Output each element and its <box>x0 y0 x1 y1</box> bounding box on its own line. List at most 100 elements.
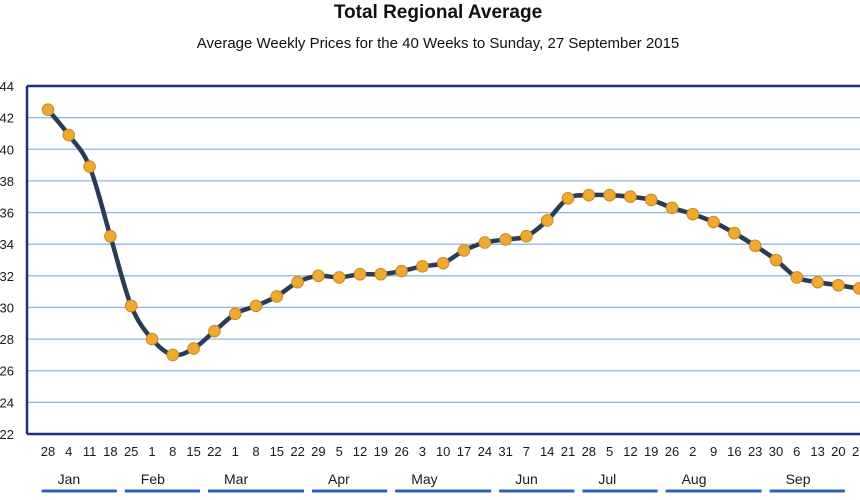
data-point-0 <box>41 103 55 117</box>
x-tick-label-27: 5 <box>606 444 613 459</box>
data-point-20 <box>457 244 471 257</box>
x-tick-label-29: 19 <box>644 444 658 459</box>
y-tick-label-44: 44 <box>0 79 14 94</box>
data-point-8 <box>208 324 221 338</box>
y-tick-label-40: 40 <box>0 142 14 157</box>
data-point-39 <box>852 282 860 295</box>
y-tick-label-24: 24 <box>0 395 14 410</box>
data-point-30 <box>665 201 679 215</box>
x-tick-label-33: 16 <box>727 444 741 459</box>
x-tick-label-30: 26 <box>665 444 679 459</box>
data-point-7 <box>187 342 200 355</box>
month-label-jul: Jul <box>598 471 616 487</box>
y-tick-label-32: 32 <box>0 269 14 284</box>
y-tick-label-36: 36 <box>0 206 14 221</box>
data-point-5 <box>145 332 159 346</box>
y-tick-label-34: 34 <box>0 237 14 252</box>
x-tick-label-24: 14 <box>540 444 554 459</box>
data-point-35 <box>769 253 783 267</box>
x-tick-label-11: 15 <box>270 444 284 459</box>
x-tick-label-7: 15 <box>186 444 200 459</box>
y-tick-label-28: 28 <box>0 332 14 347</box>
data-point-21 <box>478 236 492 249</box>
x-tick-label-32: 9 <box>710 444 717 459</box>
x-tick-label-31: 2 <box>689 444 696 459</box>
data-point-31 <box>686 207 700 221</box>
x-tick-label-26: 28 <box>582 444 596 459</box>
x-tick-label-8: 22 <box>207 444 221 459</box>
data-point-37 <box>811 275 824 289</box>
x-tick-label-37: 13 <box>810 444 824 459</box>
month-label-apr: Apr <box>328 471 350 487</box>
x-tick-label-13: 29 <box>311 444 325 459</box>
data-point-2 <box>83 160 96 173</box>
x-tick-label-22: 31 <box>498 444 512 459</box>
x-tick-label-3: 18 <box>103 444 117 459</box>
data-point-34 <box>748 239 762 253</box>
data-point-14 <box>332 271 346 284</box>
x-tick-label-39: 27 <box>852 444 860 459</box>
data-point-3 <box>104 229 117 243</box>
data-point-18 <box>416 260 429 273</box>
x-tick-label-14: 5 <box>336 444 343 459</box>
x-tick-label-1: 4 <box>65 444 72 459</box>
y-tick-label-26: 26 <box>0 364 14 379</box>
x-tick-label-2: 11 <box>83 444 97 459</box>
data-point-13 <box>312 269 325 283</box>
y-tick-label-30: 30 <box>0 300 14 315</box>
data-point-23 <box>520 229 533 243</box>
x-tick-label-9: 1 <box>232 444 239 459</box>
month-label-may: May <box>411 471 437 487</box>
x-tick-label-4: 25 <box>124 444 138 459</box>
month-label-sep: Sep <box>786 471 811 487</box>
data-point-12 <box>291 275 304 289</box>
chart-title: Total Regional Average <box>333 2 543 23</box>
month-label-mar: Mar <box>224 471 248 487</box>
data-point-26 <box>582 188 596 202</box>
x-tick-label-19: 10 <box>436 444 450 459</box>
data-point-27 <box>603 188 616 202</box>
y-tick-label-22: 22 <box>0 427 14 442</box>
x-tick-label-12: 22 <box>290 444 304 459</box>
data-point-4 <box>124 299 138 313</box>
x-tick-label-34: 23 <box>748 444 762 459</box>
x-tick-label-18: 3 <box>419 444 426 459</box>
x-tick-label-28: 12 <box>623 444 637 459</box>
month-label-jan: Jan <box>58 471 81 487</box>
data-point-1 <box>62 128 76 142</box>
data-point-24 <box>540 214 554 227</box>
x-tick-label-10: 8 <box>252 444 259 459</box>
x-tick-label-36: 6 <box>793 444 800 459</box>
x-tick-label-20: 17 <box>457 444 471 459</box>
data-point-29 <box>644 193 658 207</box>
data-point-28 <box>624 190 637 204</box>
data-point-15 <box>353 267 367 281</box>
x-tick-label-6: 8 <box>169 444 176 459</box>
y-tick-label-38: 38 <box>0 174 14 189</box>
data-point-33 <box>728 226 741 240</box>
x-tick-label-25: 21 <box>561 444 575 459</box>
data-point-17 <box>395 264 408 278</box>
chart-subtitle: Average Weekly Prices for the 40 Weeks t… <box>196 35 680 52</box>
x-tick-label-21: 24 <box>478 444 492 459</box>
month-label-aug: Aug <box>682 471 707 487</box>
data-point-36 <box>790 271 804 284</box>
x-tick-label-15: 12 <box>353 444 367 459</box>
data-point-32 <box>707 215 720 229</box>
data-point-6 <box>166 348 180 362</box>
x-tick-label-16: 19 <box>374 444 388 459</box>
x-tick-label-17: 26 <box>394 444 408 459</box>
x-tick-label-35: 30 <box>769 444 783 459</box>
x-tick-label-38: 20 <box>831 444 845 459</box>
y-tick-label-42: 42 <box>0 111 14 126</box>
data-point-16 <box>374 267 388 281</box>
month-label-jun: Jun <box>515 471 538 487</box>
x-tick-label-5: 1 <box>148 444 155 459</box>
data-point-19 <box>436 256 450 270</box>
data-point-25 <box>561 192 575 205</box>
data-point-22 <box>499 233 512 246</box>
x-tick-label-0: 28 <box>41 444 55 459</box>
month-label-feb: Feb <box>141 471 165 487</box>
data-point-10 <box>249 299 263 313</box>
